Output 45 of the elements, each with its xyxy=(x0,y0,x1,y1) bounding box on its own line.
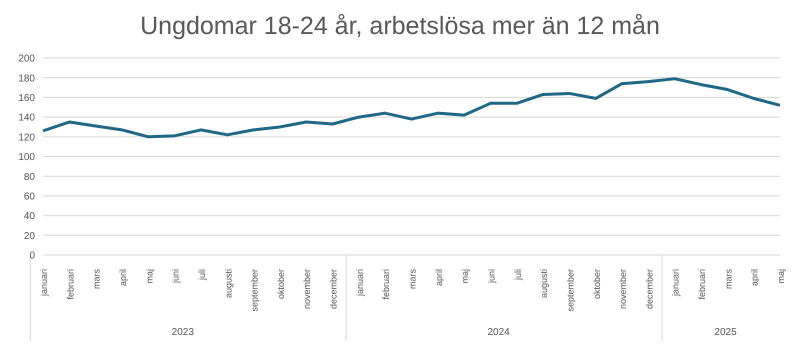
x-tick-label: januari xyxy=(670,269,681,298)
line-series xyxy=(42,77,782,138)
x-tick-label: februari xyxy=(381,269,392,300)
x-tick-label: augusti xyxy=(223,269,234,298)
x-tick-label: juli xyxy=(512,269,523,282)
x-tick-label: november xyxy=(618,269,628,310)
x-tick-label: juli xyxy=(196,269,207,282)
x-tick-label: september xyxy=(565,269,576,312)
x-tick-label: maj xyxy=(460,269,470,284)
x-tick-label: november xyxy=(302,269,312,310)
y-tick-label: 0 xyxy=(29,250,36,262)
x-tick-label: maj xyxy=(144,269,154,284)
text: 2023 xyxy=(172,327,194,338)
x-tick-label: februari xyxy=(65,269,76,300)
y-tick-label: 120 xyxy=(18,132,36,144)
x-tick-label: januari xyxy=(354,269,365,298)
x-tick-label: december xyxy=(644,269,654,310)
text: 2025 xyxy=(714,327,738,338)
x-tick-label: maj xyxy=(776,269,786,284)
x-tick-label: mars xyxy=(408,268,418,289)
x-tick-label: april xyxy=(750,269,760,286)
x-tick-label: mars xyxy=(92,268,102,289)
y-tick-label: 80 xyxy=(24,172,36,183)
x-tick-label: april xyxy=(434,269,444,286)
y-tick-label: 200 xyxy=(18,54,36,65)
text: 2024 xyxy=(488,327,510,338)
y-tick-label: 40 xyxy=(24,211,36,222)
x-tick-label: februari xyxy=(697,269,708,300)
y-tick-label: 180 xyxy=(18,73,36,84)
x-tick-label: december xyxy=(328,269,339,310)
y-tick-label: 60 xyxy=(24,191,36,202)
x-tick-label: april xyxy=(118,269,128,286)
x-tick-label: oktober xyxy=(592,269,602,300)
x-tick-label: januari xyxy=(39,269,49,298)
x-tick-label: oktober xyxy=(276,269,286,300)
y-tick-label: 140 xyxy=(18,112,36,124)
x-tick-label: juni xyxy=(486,269,496,284)
chart-title: Ungdomar 18-24 år, arbetslösa mer än 12 mån xyxy=(139,11,661,42)
x-tick-label: september xyxy=(250,269,260,312)
x-tick-label: juni xyxy=(170,269,181,284)
y-tick-label: 100 xyxy=(18,152,36,164)
y-tick-label: 160 xyxy=(18,92,36,104)
x-tick-label: augusti xyxy=(539,269,550,298)
x-tick-label: mars xyxy=(723,268,734,289)
y-tick-label: 20 xyxy=(24,230,36,242)
